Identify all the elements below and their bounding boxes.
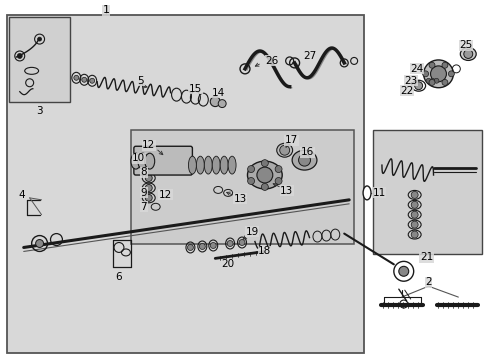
Circle shape	[441, 62, 447, 68]
Ellipse shape	[204, 156, 212, 174]
Circle shape	[89, 78, 95, 83]
Circle shape	[428, 62, 434, 68]
Circle shape	[429, 66, 446, 82]
Circle shape	[428, 80, 434, 85]
Circle shape	[210, 243, 216, 248]
Circle shape	[239, 239, 244, 246]
Circle shape	[410, 192, 417, 198]
Circle shape	[36, 239, 43, 247]
Text: 20: 20	[221, 259, 234, 269]
Text: 12: 12	[142, 140, 155, 150]
Text: 2: 2	[425, 277, 431, 287]
Text: 23: 23	[403, 76, 416, 86]
Text: 1: 1	[102, 5, 109, 15]
Circle shape	[187, 244, 193, 251]
Ellipse shape	[247, 161, 282, 189]
Circle shape	[199, 243, 205, 249]
Circle shape	[463, 50, 472, 58]
Circle shape	[247, 177, 254, 184]
Text: 15: 15	[188, 84, 202, 94]
Ellipse shape	[276, 143, 292, 157]
Circle shape	[414, 82, 422, 90]
Circle shape	[247, 166, 254, 172]
Text: 5: 5	[137, 76, 144, 86]
Text: 18: 18	[258, 247, 271, 256]
Circle shape	[145, 194, 152, 201]
Ellipse shape	[144, 153, 154, 169]
Circle shape	[261, 184, 268, 190]
Text: 3: 3	[36, 105, 43, 116]
Text: 11: 11	[371, 188, 385, 198]
Circle shape	[261, 159, 268, 167]
Circle shape	[38, 37, 41, 41]
Text: 25: 25	[459, 40, 472, 50]
Ellipse shape	[138, 153, 147, 169]
Circle shape	[81, 77, 86, 82]
Text: 6: 6	[116, 272, 122, 282]
Text: 12: 12	[159, 190, 172, 200]
Circle shape	[145, 184, 152, 192]
Ellipse shape	[228, 156, 236, 174]
Text: 21: 21	[419, 252, 432, 262]
Text: 27: 27	[302, 51, 315, 61]
Circle shape	[145, 165, 152, 172]
Circle shape	[210, 96, 220, 107]
Circle shape	[256, 167, 272, 183]
Circle shape	[298, 154, 310, 166]
Ellipse shape	[188, 156, 196, 174]
Circle shape	[410, 221, 417, 228]
Circle shape	[74, 75, 79, 80]
FancyBboxPatch shape	[134, 146, 192, 175]
Text: 4: 4	[19, 190, 25, 200]
Circle shape	[422, 71, 427, 77]
Text: 7: 7	[140, 202, 147, 212]
Ellipse shape	[220, 156, 228, 174]
Ellipse shape	[196, 156, 204, 174]
Ellipse shape	[459, 48, 475, 60]
Circle shape	[398, 266, 408, 276]
Ellipse shape	[212, 156, 220, 174]
Circle shape	[275, 166, 282, 172]
Text: 16: 16	[300, 147, 313, 157]
Circle shape	[447, 71, 453, 77]
Text: 8: 8	[140, 167, 147, 177]
Bar	[131, 130, 353, 244]
Circle shape	[17, 54, 22, 58]
Ellipse shape	[423, 60, 452, 88]
Ellipse shape	[131, 153, 141, 169]
Text: 26: 26	[264, 56, 278, 66]
Circle shape	[441, 80, 447, 85]
Circle shape	[410, 201, 417, 208]
Circle shape	[218, 100, 225, 108]
Bar	[372, 130, 481, 255]
Circle shape	[425, 78, 430, 83]
Text: 22: 22	[399, 86, 412, 96]
Circle shape	[145, 175, 152, 181]
Circle shape	[410, 211, 417, 218]
Text: 13: 13	[280, 186, 293, 196]
Ellipse shape	[362, 186, 370, 200]
Bar	[9, 17, 70, 102]
Text: 13: 13	[233, 194, 246, 204]
Text: 19: 19	[245, 226, 258, 237]
Text: 17: 17	[285, 135, 298, 145]
Circle shape	[279, 145, 289, 155]
Text: 24: 24	[409, 64, 423, 74]
Text: 9: 9	[140, 188, 147, 198]
Bar	[7, 15, 364, 353]
Circle shape	[275, 177, 282, 184]
Circle shape	[429, 78, 434, 83]
Text: 10: 10	[132, 153, 145, 163]
Text: 14: 14	[211, 88, 224, 98]
Circle shape	[433, 78, 438, 83]
Circle shape	[410, 231, 417, 238]
Circle shape	[226, 240, 233, 247]
Ellipse shape	[291, 150, 316, 170]
